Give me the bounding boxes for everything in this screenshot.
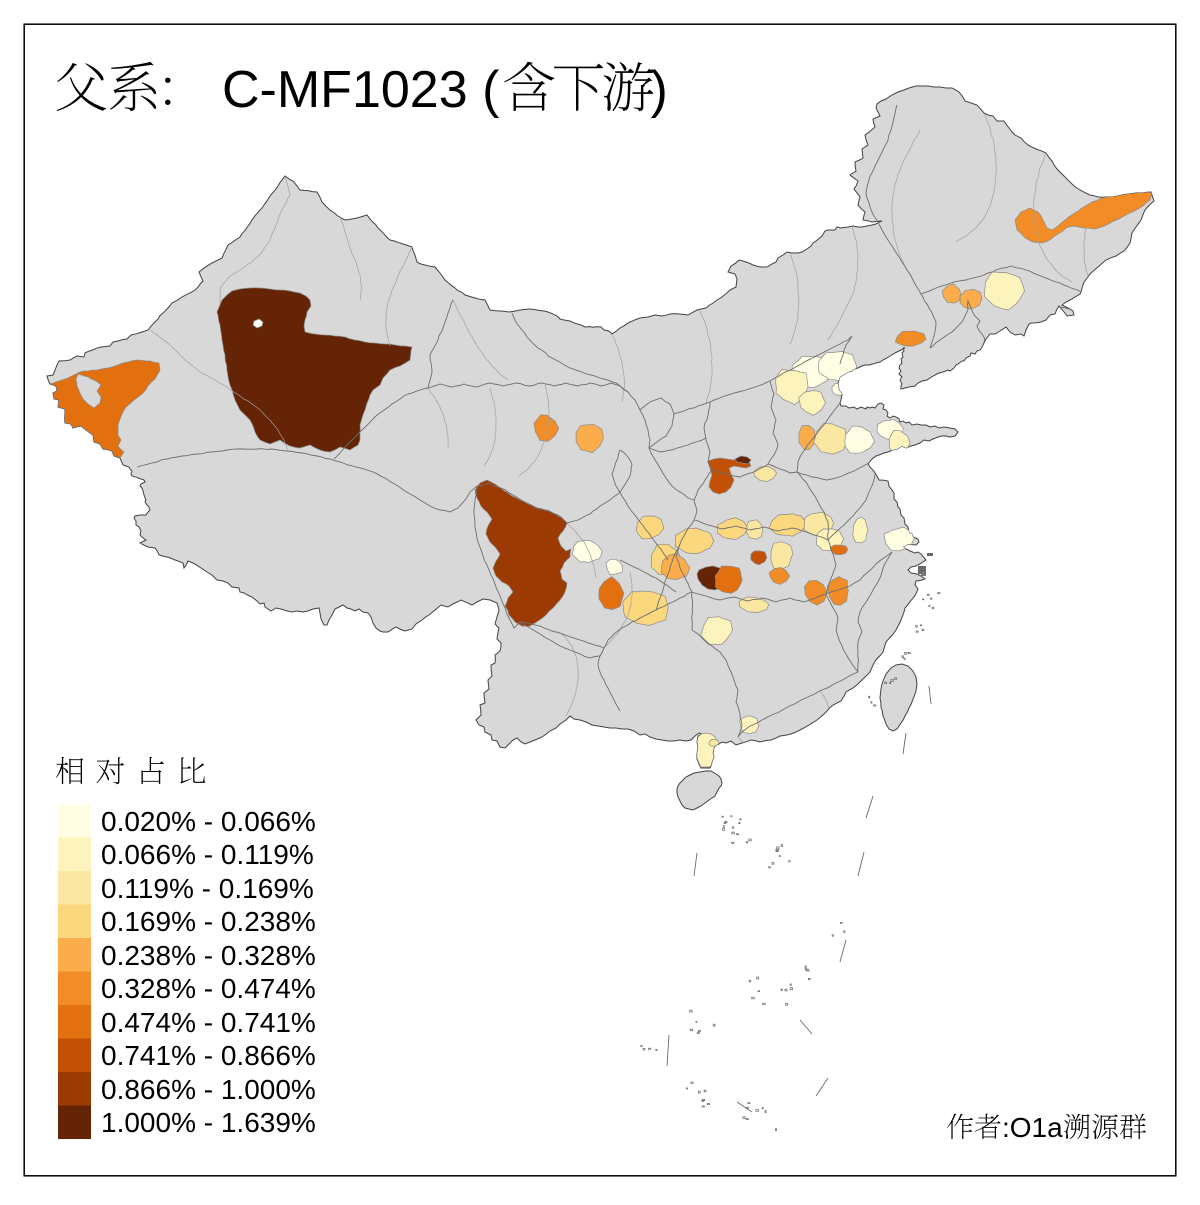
svg-text:1.000% - 1.639%: 1.000% - 1.639% (101, 1107, 316, 1138)
svg-text:0.866% - 1.000%: 0.866% - 1.000% (101, 1074, 316, 1105)
svg-text:): ) (651, 61, 668, 119)
svg-text:0.238% - 0.328%: 0.238% - 0.328% (101, 940, 316, 971)
svg-text:C-MF1023 (: C-MF1023 ( (222, 61, 500, 119)
svg-text:0.169% - 0.238%: 0.169% - 0.238% (101, 906, 316, 937)
svg-text:0.020% - 0.066%: 0.020% - 0.066% (101, 806, 316, 837)
svg-text:0.328% - 0.474%: 0.328% - 0.474% (101, 973, 316, 1004)
svg-text::O1a: :O1a (1002, 1112, 1063, 1143)
svg-text:0.741% - 0.866%: 0.741% - 0.866% (101, 1040, 316, 1071)
svg-text:0.119% - 0.169%: 0.119% - 0.169% (101, 873, 314, 904)
svg-text:0.474% - 0.741%: 0.474% - 0.741% (101, 1007, 316, 1038)
svg-text:0.066% - 0.119%: 0.066% - 0.119% (101, 839, 314, 870)
